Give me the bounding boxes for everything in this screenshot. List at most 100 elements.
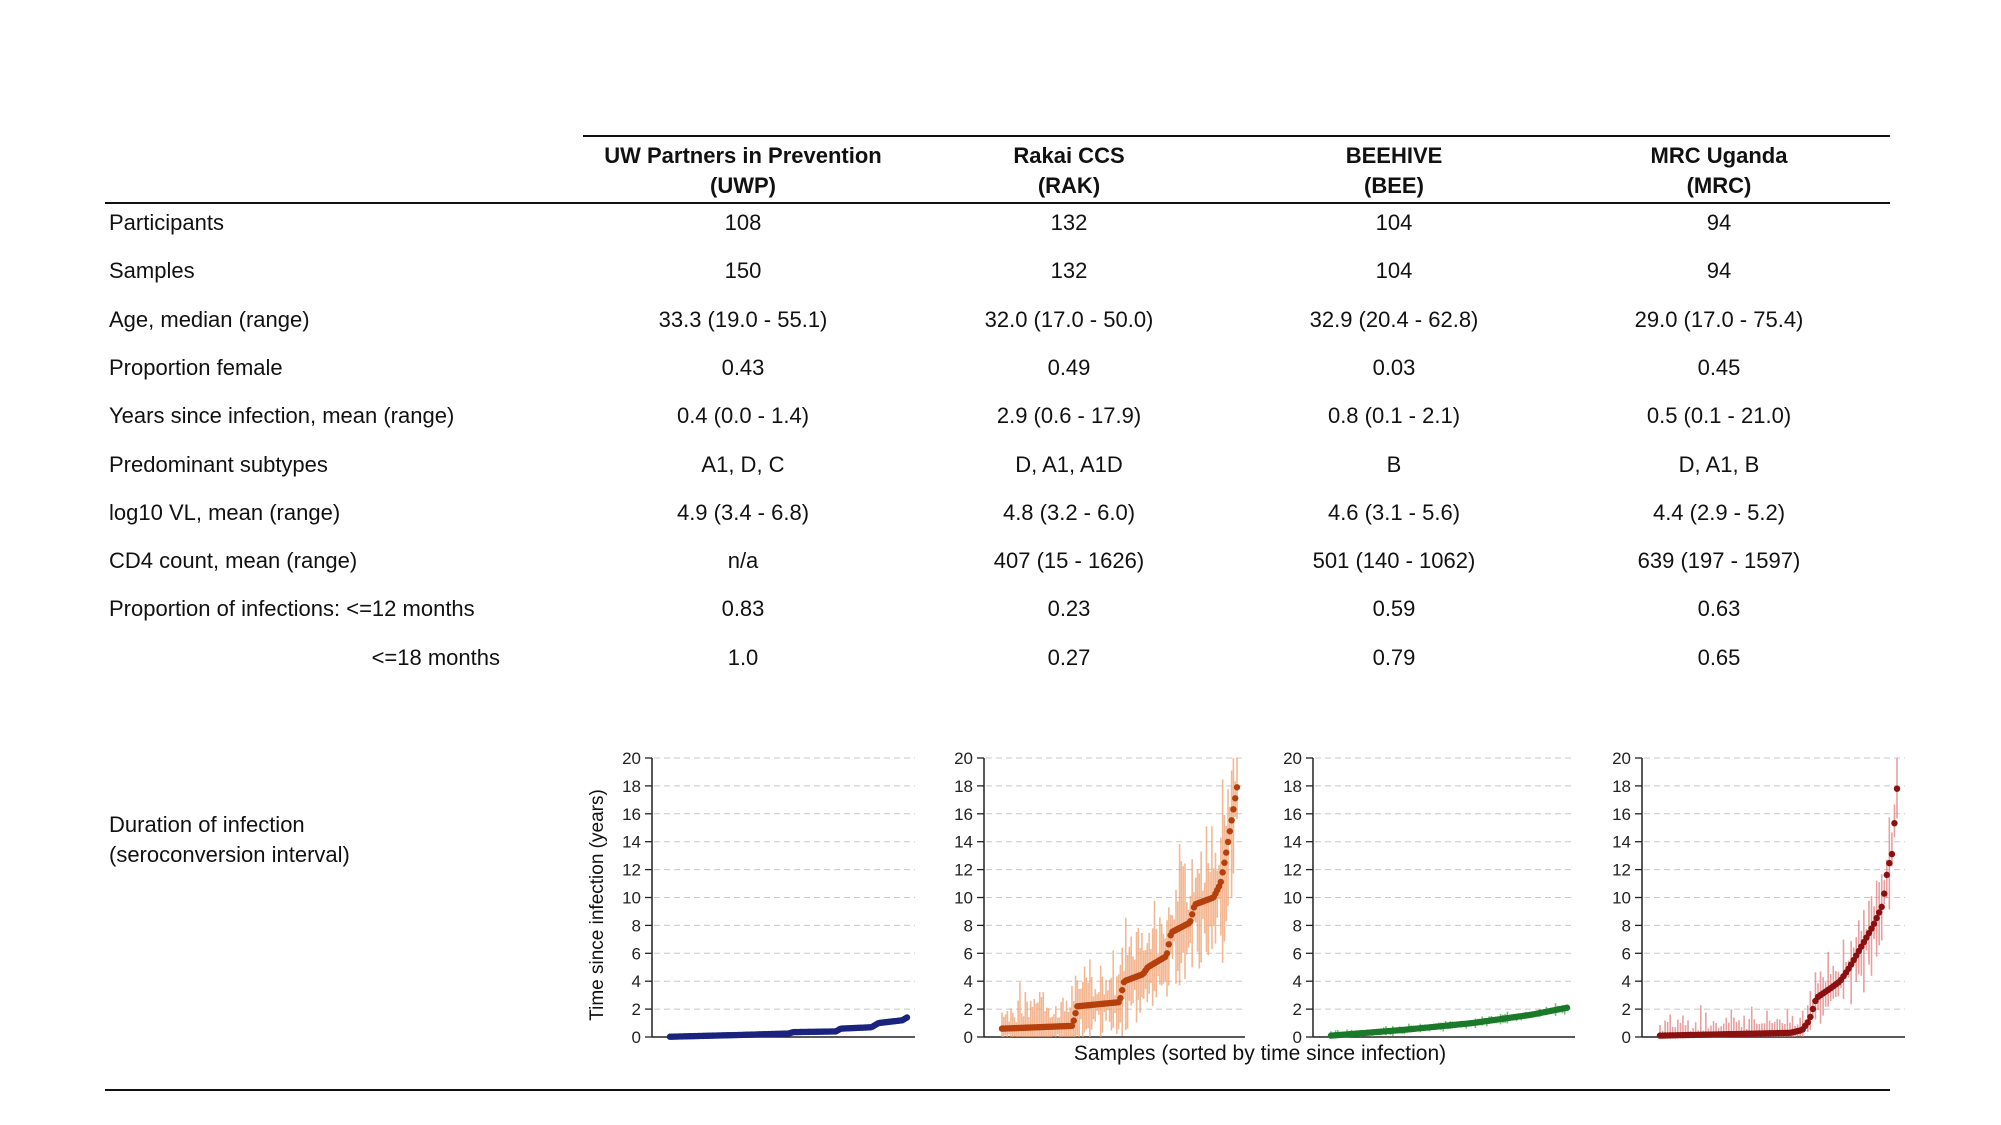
table-cell: 0.59 — [1372, 596, 1416, 621]
y-tick-label: 0 — [1622, 1028, 1631, 1047]
table-cell: 0.63 — [1697, 596, 1741, 621]
table-cell: 501 (140 - 1062) — [1312, 548, 1476, 573]
table-cell: 104 — [1375, 210, 1413, 235]
data-point — [1875, 909, 1883, 916]
y-tick-label: 14 — [954, 833, 973, 852]
y-axis-label: Time since infection (years) — [587, 789, 608, 1021]
table-cell: 0.27 — [1047, 645, 1091, 670]
data-point — [1217, 878, 1225, 886]
table-cell: 1.0 — [727, 645, 759, 670]
data-point — [1224, 838, 1232, 846]
col-header-name: Rakai CCS — [1013, 143, 1125, 168]
col-header-name: UW Partners in Prevention — [604, 143, 882, 168]
table-bottom-rule — [105, 1089, 1890, 1091]
y-tick-label: 12 — [1283, 861, 1302, 880]
table-cell: 4.9 (3.4 - 6.8) — [676, 500, 810, 525]
y-tick-label: 4 — [1293, 972, 1302, 991]
y-tick-label: 12 — [622, 861, 641, 880]
y-tick-label: 2 — [964, 1000, 973, 1019]
table-cell: 2.9 (0.6 - 17.9) — [996, 403, 1142, 428]
table-top-rule — [583, 135, 1890, 137]
table-cell: B — [1386, 452, 1402, 477]
data-point — [1118, 986, 1126, 994]
table-cell: 150 — [724, 258, 762, 283]
data-point — [1232, 795, 1239, 802]
data-point — [1809, 1005, 1817, 1013]
data-point — [1228, 817, 1235, 824]
y-tick-label: 8 — [964, 916, 973, 935]
col-header-abbr: (MRC) — [1686, 173, 1752, 198]
data-point — [1163, 950, 1171, 957]
y-tick-label: 16 — [1283, 805, 1302, 824]
y-tick-label: 2 — [1622, 1000, 1631, 1019]
table-cell: 132 — [1050, 258, 1088, 283]
table-cell: 29.0 (17.0 - 75.4) — [1634, 307, 1804, 332]
col-header-abbr: (RAK) — [1037, 173, 1101, 198]
table-cell: 104 — [1375, 258, 1413, 283]
y-tick-label: 4 — [964, 972, 973, 991]
col-header-name: MRC Uganda — [1650, 143, 1788, 168]
header-bottom-rule — [105, 202, 1890, 204]
row-label: <=18 months — [371, 645, 500, 670]
row-label: CD4 count, mean (range) — [109, 548, 358, 573]
y-tick-label: 12 — [954, 861, 973, 880]
chart-panel-bee: 0 2 4 6 8 10 12 14 16 18 20 — [1283, 749, 1575, 1047]
y-tick-label: 6 — [1622, 944, 1631, 963]
data-point — [1233, 784, 1241, 791]
y-tick-label: 8 — [1622, 916, 1631, 935]
data-point — [1072, 1009, 1079, 1017]
y-tick-label: 2 — [1293, 1000, 1302, 1019]
duration-label-line2: (seroconversion interval) — [109, 842, 350, 867]
data-point — [1878, 903, 1885, 911]
y-tick-label: 4 — [1622, 972, 1631, 991]
row-label: Age, median (range) — [109, 307, 310, 332]
table-cell: 639 (197 - 1597) — [1637, 548, 1801, 573]
table-cell: 0.03 — [1372, 355, 1416, 380]
col-header-rak: Rakai CCS (RAK) — [904, 141, 1234, 201]
data-point — [1165, 941, 1173, 948]
x-axis-label: Samples (sorted by time since infection) — [1073, 1042, 1447, 1065]
row-label: Participants — [109, 210, 224, 235]
y-tick-label: 2 — [632, 1000, 641, 1019]
data-point — [1223, 849, 1230, 856]
y-tick-label: 10 — [622, 889, 641, 908]
row-label: Proportion of infections: <=12 months — [109, 596, 475, 621]
col-header-abbr: (BEE) — [1364, 173, 1424, 198]
col-header-abbr: (UWP) — [710, 173, 776, 198]
y-tick-label: 10 — [954, 889, 973, 908]
table-cell: 132 — [1050, 210, 1088, 235]
y-tick-label: 4 — [632, 972, 641, 991]
data-point — [903, 1014, 911, 1021]
data-point — [1807, 1013, 1814, 1021]
data-point — [1888, 850, 1896, 858]
chart-panel-rak: 0 2 4 6 8 10 12 14 16 18 20 — [954, 749, 1245, 1047]
row-label: Years since infection, mean (range) — [109, 403, 455, 428]
data-point — [1873, 914, 1880, 922]
y-tick-label: 14 — [1283, 833, 1302, 852]
data-point — [1881, 890, 1888, 897]
data-point — [1563, 1004, 1571, 1011]
data-point — [1868, 925, 1875, 932]
table-cell: 0.45 — [1697, 355, 1741, 380]
data-point — [1221, 859, 1228, 866]
table-cell: 94 — [1706, 258, 1732, 283]
table-cell: 108 — [724, 210, 762, 235]
duration-label: Duration of infection (seroconversion in… — [109, 810, 350, 870]
data-point — [1070, 1017, 1077, 1024]
data-point — [1117, 994, 1124, 1002]
y-tick-label: 12 — [1612, 861, 1631, 880]
data-point — [1893, 785, 1901, 792]
table-cell: 0.43 — [721, 355, 765, 380]
y-tick-label: 20 — [1283, 749, 1302, 768]
table-cell: 32.9 (20.4 - 62.8) — [1309, 307, 1479, 332]
data-point — [1219, 869, 1226, 876]
data-point — [1226, 828, 1234, 835]
y-tick-label: 10 — [1612, 889, 1631, 908]
col-header-bee: BEEHIVE (BEE) — [1229, 141, 1559, 201]
data-point — [1188, 911, 1196, 918]
data-point — [1891, 819, 1898, 827]
table-cell: 0.49 — [1047, 355, 1091, 380]
y-tick-label: 6 — [1293, 944, 1302, 963]
table-cell: A1, D, C — [701, 452, 785, 477]
